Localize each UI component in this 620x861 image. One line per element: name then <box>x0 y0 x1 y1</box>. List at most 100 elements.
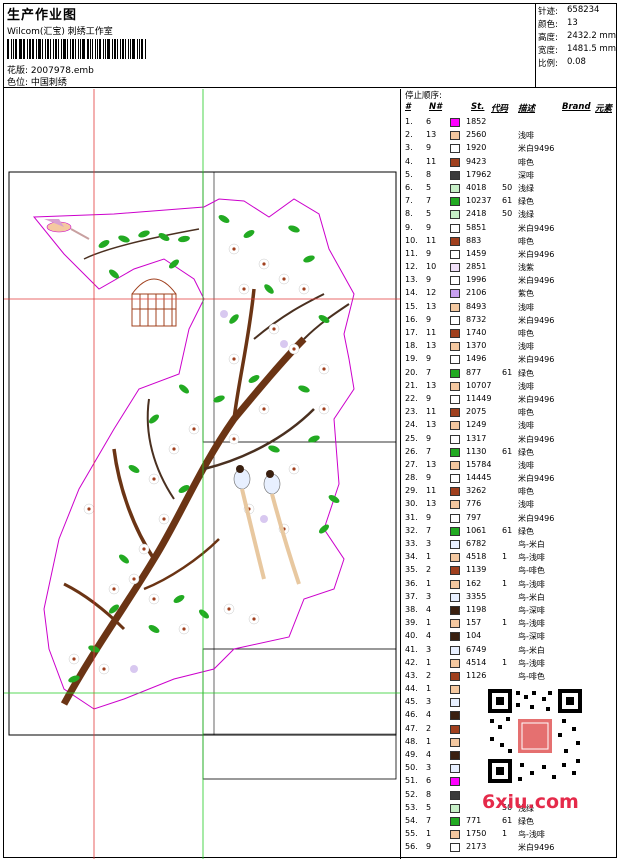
needle-number: 9 <box>426 842 432 852</box>
site-watermark: 6xiu.com <box>482 791 579 813</box>
stitch-count: 2560 <box>466 130 487 140</box>
stop-index: 17. <box>405 328 418 337</box>
stop-index: 20. <box>405 367 418 377</box>
thread-description: 紫色 <box>518 289 534 299</box>
stitch-count: 4518 <box>466 552 487 562</box>
production-sheet: 生产作业图 Wilcom(汇宝) 刺绣工作室 花版: 2007978.emb 色… <box>3 3 617 859</box>
stop-index: 11. <box>405 248 418 258</box>
thread-description: 鸟-浅啡 <box>518 619 545 629</box>
stop-row: 28. 9 14445 米白9496 <box>402 472 616 485</box>
stat-scale: 比例: 0.08 <box>538 57 586 69</box>
barcode-bar <box>127 39 129 59</box>
barcode-bar <box>44 39 46 59</box>
barcode-bar <box>137 39 139 59</box>
stop-row: 3. 9 1920 米白9496 <box>402 142 616 155</box>
stop-index: 34. <box>405 552 418 562</box>
stop-row: 50. 3 <box>402 762 616 775</box>
stop-row: 27. 13 15784 浅啡 <box>402 459 616 472</box>
thread-color-swatch <box>450 315 460 325</box>
stop-row: 5. 8 17962 深啡 <box>402 169 616 182</box>
stitch-count: 797 <box>466 512 482 522</box>
thread-description: 浅啡 <box>518 500 534 510</box>
stop-index: 31. <box>405 512 418 522</box>
stop-index: 22. <box>405 393 418 403</box>
thread-color-swatch <box>450 790 460 800</box>
stitch-count: 5851 <box>466 222 487 232</box>
stitch-count: 1126 <box>466 670 487 680</box>
stop-index: 46. <box>405 710 418 720</box>
stop-index: 4. <box>405 156 413 166</box>
blossoms <box>68 243 330 675</box>
stop-row: 14. 12 2106 紫色 <box>402 287 616 300</box>
stop-row: 26. 7 1130 61 绿色 <box>402 446 616 459</box>
thread-description: 鸟-浅啡 <box>518 579 545 589</box>
needle-number: 13 <box>426 420 437 430</box>
needle-number: 4 <box>426 604 432 614</box>
stop-index: 51. <box>405 776 418 786</box>
stop-index: 39. <box>405 618 418 628</box>
barcode <box>7 39 147 59</box>
stop-row: 45. 3 <box>402 696 616 709</box>
thread-description: 鸟-浅啡 <box>518 830 545 840</box>
barcode-bar <box>52 39 54 59</box>
stop-index: 6. <box>405 182 413 192</box>
stop-row: 42. 1 4514 1 鸟-浅啡 <box>402 657 616 670</box>
stop-row: 9. 9 5851 米白9496 <box>402 222 616 235</box>
stitch-count: 1317 <box>466 433 487 443</box>
stop-index: 21. <box>405 380 418 390</box>
needle-number: 2 <box>426 565 432 575</box>
barcode-bar <box>145 39 147 59</box>
thread-color-swatch <box>450 685 460 695</box>
thread-color-swatch <box>450 671 460 681</box>
barcode-bar <box>36 39 38 59</box>
thread-code: 61 <box>502 815 513 825</box>
hoop-frame-lower <box>202 648 397 780</box>
needle-number: 11 <box>426 407 437 417</box>
main-branch <box>60 336 307 706</box>
needle-number: 9 <box>426 433 432 443</box>
qr-center-seal <box>518 719 552 753</box>
stop-row: 37. 3 3355 鸟-米白 <box>402 591 616 604</box>
thread-description: 米白9496 <box>518 355 555 365</box>
stop-row: 20. 7 877 61 绿色 <box>402 367 616 380</box>
branch <box>253 293 325 340</box>
barcode-bar <box>63 39 67 59</box>
hoop-frame <box>8 171 397 736</box>
stitch-count: 1920 <box>466 143 487 153</box>
barcode-bar <box>94 39 97 59</box>
needle-number: 8 <box>426 789 432 799</box>
stop-row: 48. 1 <box>402 736 616 749</box>
stop-row: 22. 9 11449 米白9496 <box>402 393 616 406</box>
needle-number: 7 <box>426 196 432 206</box>
thread-color-swatch <box>450 144 460 154</box>
stop-row: 17. 11 1740 啡色 <box>402 327 616 340</box>
stitch-count: 15784 <box>466 459 492 469</box>
thread-color-swatch <box>450 434 460 444</box>
perched-birds <box>233 465 301 585</box>
stop-index: 8. <box>405 209 413 219</box>
barcode-bar <box>38 39 41 59</box>
thread-color-swatch <box>450 487 460 497</box>
thread-color-swatch <box>450 592 460 602</box>
thread-description: 浅啡 <box>518 460 534 470</box>
needle-number: 11 <box>426 156 437 166</box>
stop-row: 34. 1 4518 1 鸟-浅啡 <box>402 551 616 564</box>
barcode-bar <box>116 39 118 59</box>
thread-color-swatch <box>450 658 460 668</box>
thread-color-swatch <box>450 737 460 747</box>
branch <box>143 538 220 591</box>
barcode-bar <box>89 39 91 59</box>
needle-number: 2 <box>426 670 432 680</box>
needle-number: 6 <box>426 117 432 126</box>
stop-index: 27. <box>405 459 418 469</box>
stop-index: 52. <box>405 789 418 799</box>
thread-description: 浅绿 <box>518 183 534 193</box>
stop-index: 36. <box>405 578 418 588</box>
stop-row: 47. 2 <box>402 723 616 736</box>
barcode-bar <box>86 39 89 59</box>
barcode-bar <box>129 39 132 59</box>
stitch-count: 883 <box>466 235 482 245</box>
stop-index: 41. <box>405 644 418 654</box>
col-num: # <box>405 102 411 112</box>
barcode-bar <box>7 39 9 59</box>
